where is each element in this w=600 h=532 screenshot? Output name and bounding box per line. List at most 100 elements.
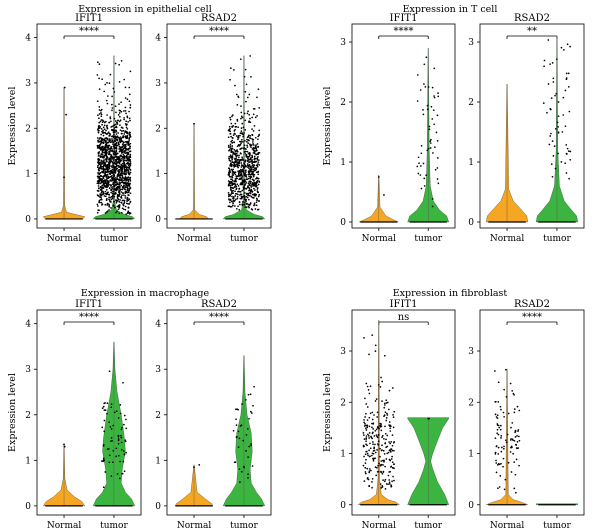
data-point xyxy=(118,103,120,105)
data-point xyxy=(371,486,373,489)
data-point xyxy=(230,135,232,138)
data-point xyxy=(128,100,131,103)
chart-group: Expression in fibroblastIFIT10123Express… xyxy=(322,288,585,531)
data-point xyxy=(380,429,383,432)
data-point xyxy=(108,82,111,85)
data-point xyxy=(565,172,568,174)
data-point xyxy=(111,128,113,131)
data-point xyxy=(243,198,246,200)
y-tick-label: 1 xyxy=(340,450,346,460)
data-point xyxy=(120,169,122,171)
data-point xyxy=(496,432,499,435)
data-point xyxy=(242,170,245,172)
data-point xyxy=(250,170,252,173)
data-point xyxy=(249,137,251,139)
data-point xyxy=(97,129,99,132)
data-point xyxy=(124,168,127,171)
plot-frame xyxy=(351,23,456,229)
data-point xyxy=(241,189,244,192)
data-point xyxy=(251,154,253,157)
data-point xyxy=(234,128,236,131)
data-point xyxy=(388,481,391,484)
data-point xyxy=(120,434,122,437)
data-point xyxy=(98,117,100,120)
data-point xyxy=(125,126,128,129)
data-point xyxy=(497,433,500,436)
data-point xyxy=(101,154,104,156)
data-point xyxy=(115,211,117,214)
data-point xyxy=(231,141,234,144)
data-point xyxy=(233,172,236,175)
data-point xyxy=(246,96,249,99)
data-point xyxy=(256,191,259,193)
data-point xyxy=(117,442,120,445)
data-point xyxy=(238,144,241,147)
data-point xyxy=(380,376,382,379)
data-point xyxy=(250,443,252,445)
data-point xyxy=(106,175,108,178)
data-point xyxy=(110,165,113,167)
data-point xyxy=(370,436,373,439)
data-point xyxy=(385,417,388,419)
data-point xyxy=(100,147,103,149)
data-point xyxy=(250,160,252,163)
data-point xyxy=(108,162,110,165)
data-point xyxy=(105,153,107,156)
data-point xyxy=(500,450,503,453)
data-point xyxy=(376,436,379,439)
data-point xyxy=(96,137,99,139)
data-point xyxy=(124,136,127,139)
data-point xyxy=(96,100,99,103)
data-point xyxy=(230,189,233,191)
data-point xyxy=(231,114,234,116)
data-point xyxy=(109,139,112,142)
data-point xyxy=(382,471,385,473)
data-point xyxy=(121,157,123,160)
data-point xyxy=(255,201,258,204)
data-point xyxy=(247,192,250,195)
y-tick-label: 0 xyxy=(25,502,31,512)
data-point xyxy=(257,208,260,211)
data-point xyxy=(247,456,249,458)
data-point xyxy=(103,175,105,177)
panel-title: IFIT1 xyxy=(75,13,103,24)
data-point xyxy=(103,168,106,171)
data-point xyxy=(234,133,236,135)
data-point xyxy=(255,148,258,151)
data-point xyxy=(123,157,125,160)
y-tick-label: 0 xyxy=(340,501,346,511)
data-point xyxy=(97,185,100,187)
data-point xyxy=(368,484,371,487)
x-tick-label: Normal xyxy=(177,234,211,244)
data-point xyxy=(380,463,383,466)
data-point xyxy=(107,132,109,135)
data-point xyxy=(113,411,116,414)
data-point xyxy=(518,439,521,442)
data-point xyxy=(125,155,128,158)
data-point xyxy=(246,144,248,147)
data-point xyxy=(118,172,120,174)
data-point xyxy=(124,155,126,158)
data-point xyxy=(115,184,118,186)
data-point xyxy=(122,192,124,194)
data-point xyxy=(258,164,261,166)
plot-frame xyxy=(166,23,272,229)
data-point xyxy=(97,139,99,142)
data-point xyxy=(429,147,432,149)
data-point xyxy=(100,115,103,118)
data-point xyxy=(122,151,124,153)
data-point xyxy=(229,205,232,208)
data-point xyxy=(251,156,253,159)
data-point xyxy=(230,67,232,69)
data-point xyxy=(241,158,244,161)
data-point xyxy=(253,151,256,154)
data-point xyxy=(111,103,113,106)
data-point xyxy=(227,136,230,139)
data-point xyxy=(120,132,123,135)
data-point xyxy=(239,58,242,61)
data-point xyxy=(249,144,252,147)
data-point xyxy=(436,167,439,169)
panel-title: IFIT1 xyxy=(390,299,418,310)
data-point xyxy=(123,202,125,205)
